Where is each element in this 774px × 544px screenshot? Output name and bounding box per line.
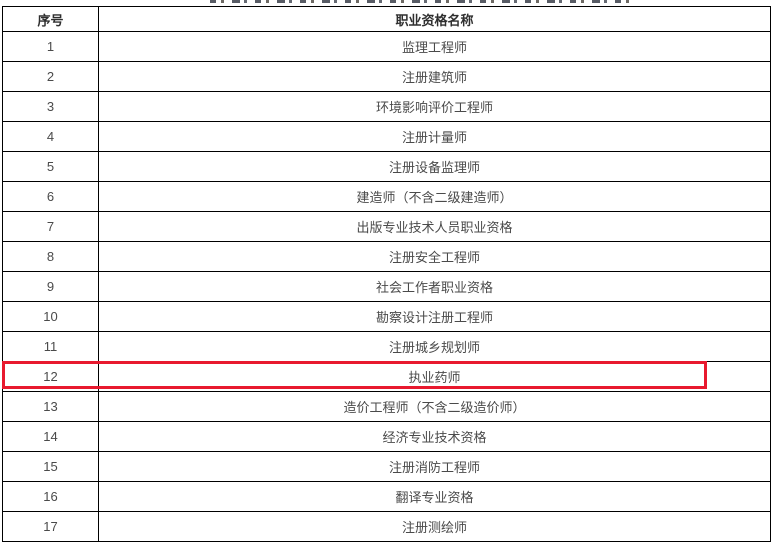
- row-number: 11: [2, 331, 99, 362]
- row-qualification-name: 经济专业技术资格: [98, 421, 771, 452]
- row-number: 10: [2, 301, 99, 332]
- row-qualification-name: 造价工程师（不含二级造价师）: [98, 391, 771, 422]
- row-number: 12: [2, 361, 99, 392]
- row-number: 9: [2, 271, 99, 302]
- row-number: 4: [2, 121, 99, 152]
- table-body: 1 监理工程师 2 注册建筑师 3 环境影响评价工程师 4 注册计量师 5 注册…: [2, 31, 771, 542]
- table-row: 14 经济专业技术资格: [2, 421, 771, 452]
- row-qualification-name: 勘察设计注册工程师: [98, 301, 771, 332]
- table-row: 13 造价工程师（不含二级造价师）: [2, 391, 771, 422]
- row-number: 13: [2, 391, 99, 422]
- row-qualification-name: 注册城乡规划师: [98, 331, 771, 362]
- table-row: 15 注册消防工程师: [2, 451, 771, 482]
- row-qualification-name: 监理工程师: [98, 31, 771, 62]
- table-row: 6 建造师（不含二级建造师）: [2, 181, 771, 212]
- qualification-table: 序号 职业资格名称 1 监理工程师 2 注册建筑师 3 环境影响评价工程师 4 …: [2, 6, 771, 542]
- row-qualification-name: 注册计量师: [98, 121, 771, 152]
- row-number: 8: [2, 241, 99, 272]
- row-qualification-name: 注册安全工程师: [98, 241, 771, 272]
- table-row: 2 注册建筑师: [2, 61, 771, 92]
- row-qualification-name: 社会工作者职业资格: [98, 271, 771, 302]
- table-row: 12 执业药师: [2, 361, 771, 392]
- table-row: 5 注册设备监理师: [2, 151, 771, 182]
- table-row: 7 出版专业技术人员职业资格: [2, 211, 771, 242]
- table-row: 17 注册测绘师: [2, 511, 771, 542]
- row-qualification-name: 翻译专业资格: [98, 481, 771, 512]
- row-number: 5: [2, 151, 99, 182]
- row-qualification-name: 注册设备监理师: [98, 151, 771, 182]
- header-cell-qualification-name: 职业资格名称: [98, 6, 771, 32]
- header-cell-index: 序号: [2, 6, 99, 32]
- table-row: 11 注册城乡规划师: [2, 331, 771, 362]
- row-number: 14: [2, 421, 99, 452]
- table-row: 4 注册计量师: [2, 121, 771, 152]
- row-number: 17: [2, 511, 99, 542]
- table-row: 8 注册安全工程师: [2, 241, 771, 272]
- row-number: 16: [2, 481, 99, 512]
- header-row: 序号 职业资格名称: [2, 6, 771, 32]
- table-row: 3 环境影响评价工程师: [2, 91, 771, 122]
- row-number: 1: [2, 31, 99, 62]
- row-number: 15: [2, 451, 99, 482]
- row-qualification-name: 出版专业技术人员职业资格: [98, 211, 771, 242]
- row-qualification-name: 注册消防工程师: [98, 451, 771, 482]
- table-row: 9 社会工作者职业资格: [2, 271, 771, 302]
- table-row: 16 翻译专业资格: [2, 481, 771, 512]
- qualification-table-wrapper: 序号 职业资格名称 1 监理工程师 2 注册建筑师 3 环境影响评价工程师 4 …: [2, 6, 771, 542]
- row-number: 3: [2, 91, 99, 122]
- table-row: 10 勘察设计注册工程师: [2, 301, 771, 332]
- table-header: 序号 职业资格名称: [2, 6, 771, 32]
- row-number: 7: [2, 211, 99, 242]
- row-qualification-name: 环境影响评价工程师: [98, 91, 771, 122]
- row-number: 2: [2, 61, 99, 92]
- clipped-title-fragment: [210, 0, 636, 3]
- row-number: 6: [2, 181, 99, 212]
- table-row: 1 监理工程师: [2, 31, 771, 62]
- row-qualification-name: 建造师（不含二级建造师）: [98, 181, 771, 212]
- row-qualification-name: 执业药师: [98, 361, 771, 392]
- row-qualification-name: 注册建筑师: [98, 61, 771, 92]
- row-qualification-name: 注册测绘师: [98, 511, 771, 542]
